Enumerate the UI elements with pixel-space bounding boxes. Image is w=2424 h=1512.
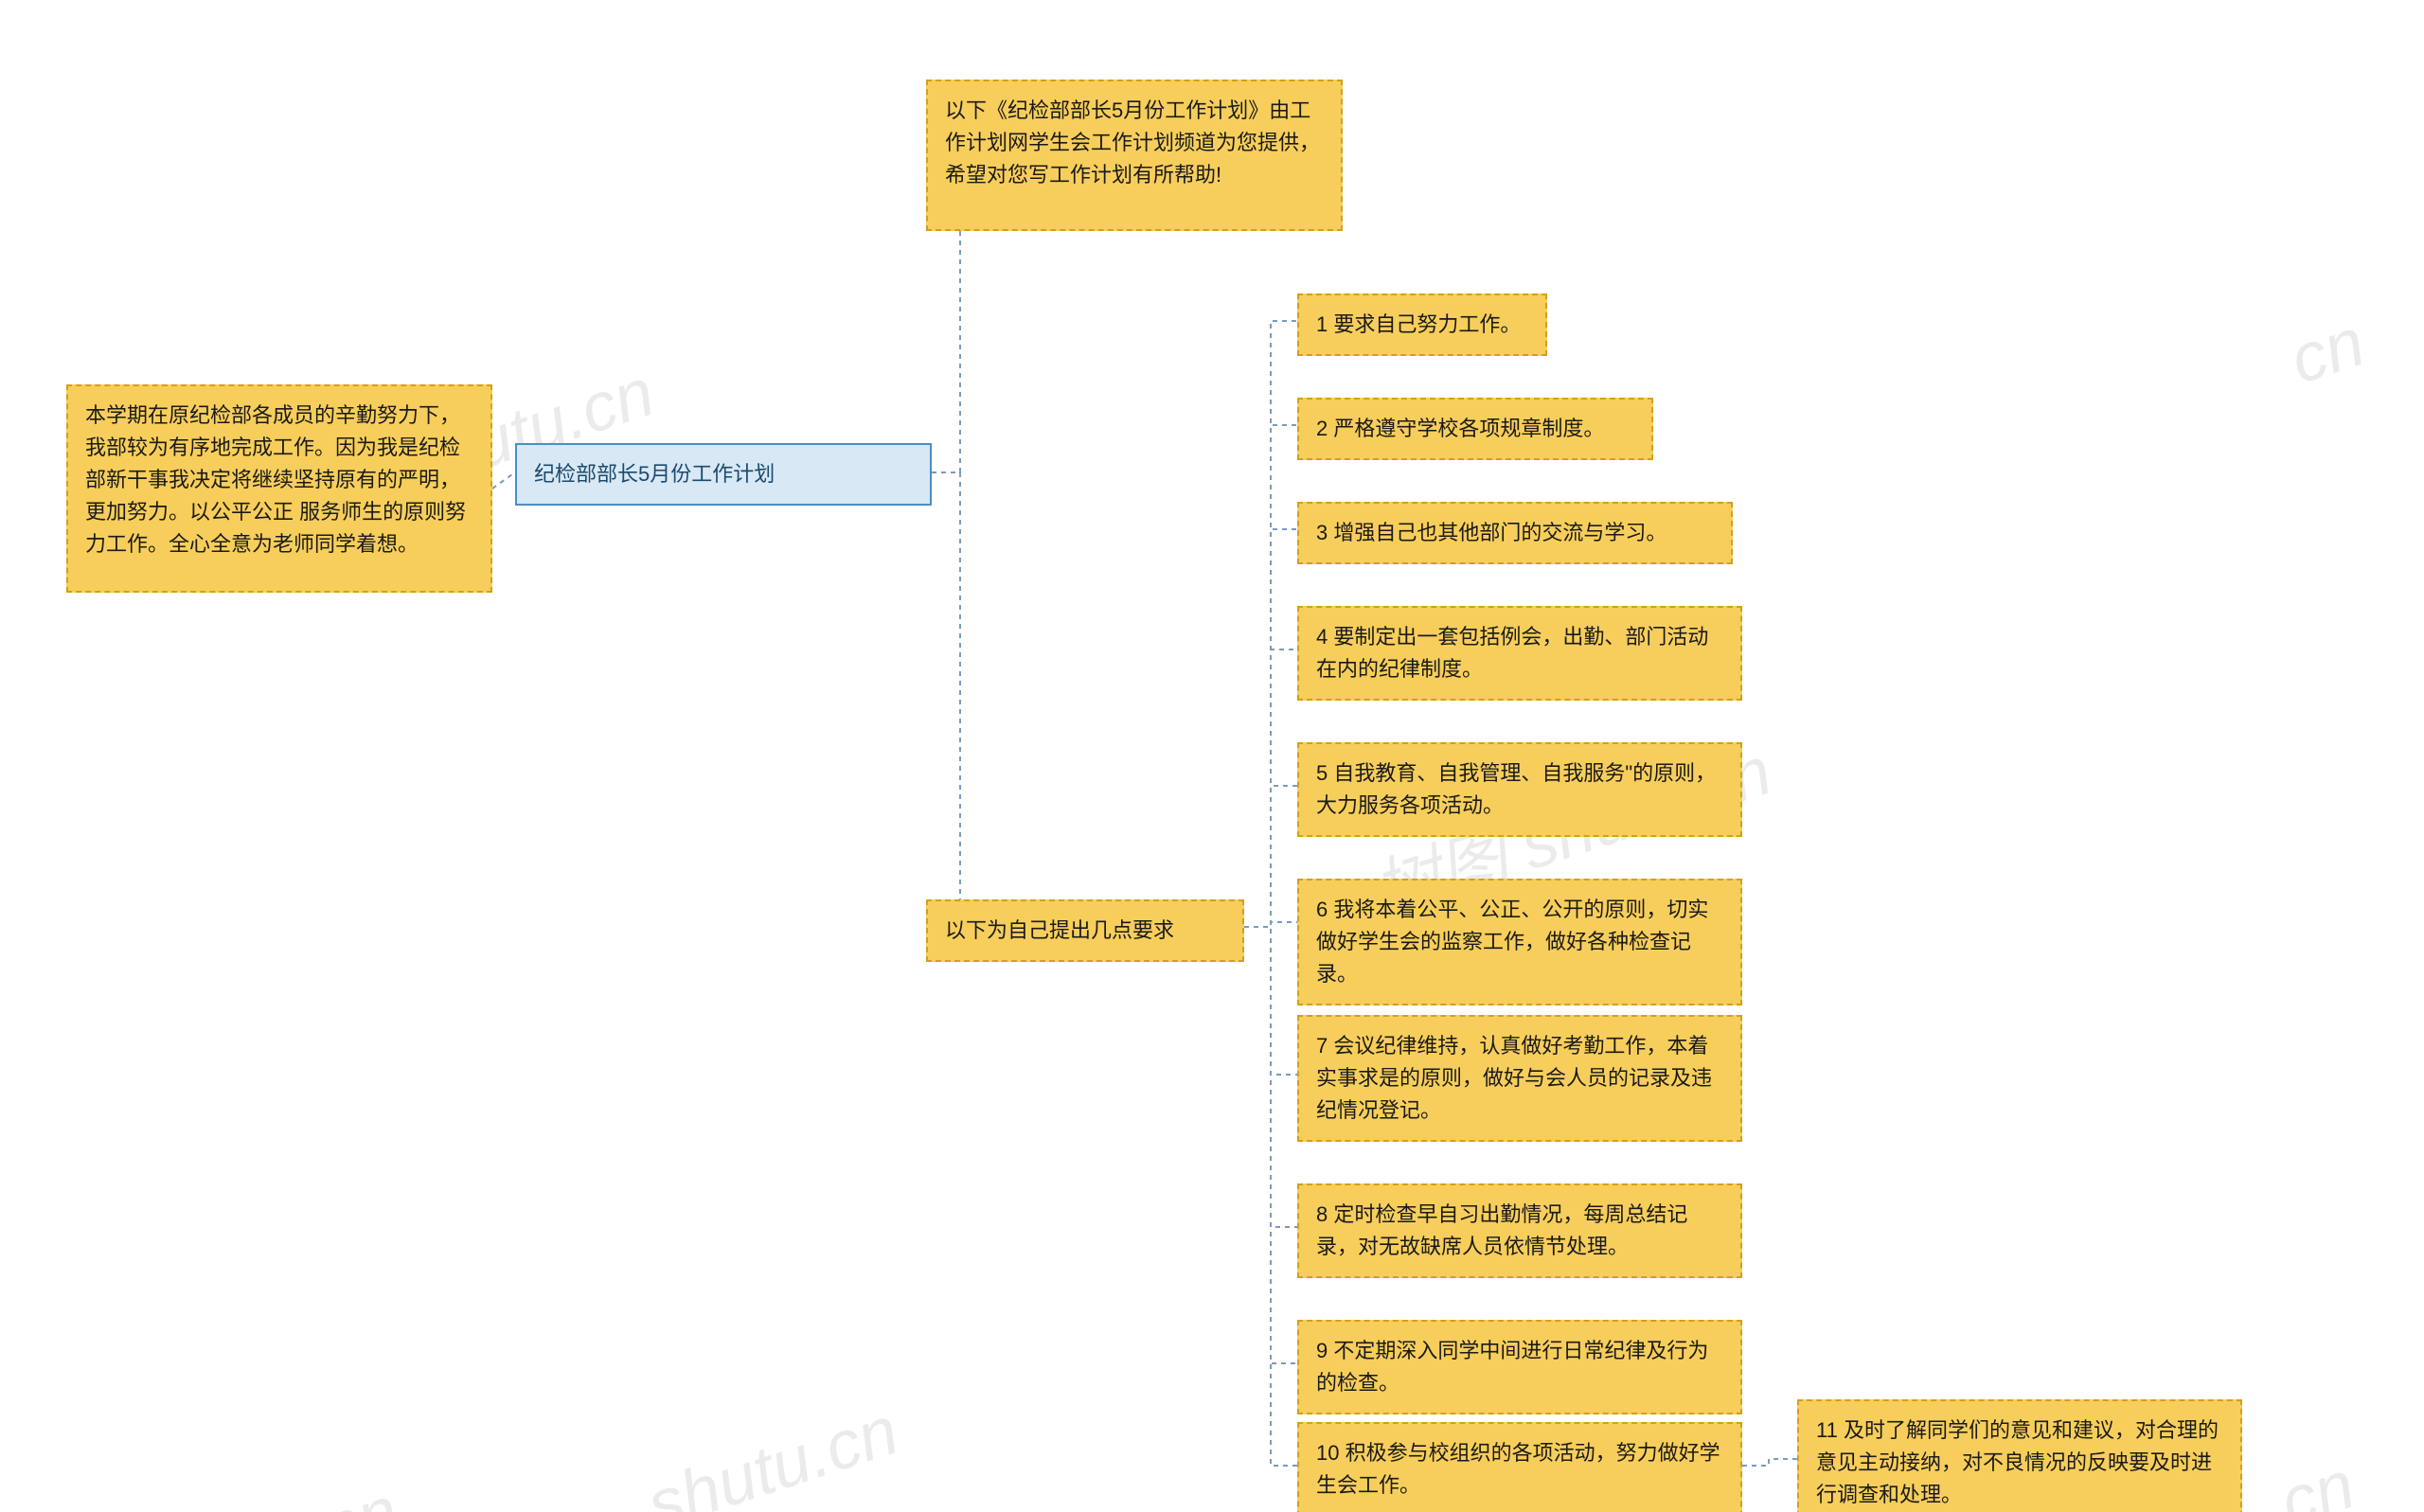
requirements-header: 以下为自己提出几点要求 bbox=[926, 899, 1244, 962]
requirement-item: 10 积极参与校组织的各项活动，努力做好学生会工作。 bbox=[1297, 1422, 1742, 1512]
watermark-text: shutu.cn bbox=[638, 1392, 907, 1512]
watermark-text: .cn bbox=[2254, 1446, 2364, 1512]
left-context-note: 本学期在原纪检部各成员的辛勤努力下，我部较为有序地完成工作。因为我是纪检部新干事… bbox=[66, 384, 492, 593]
requirement-item: 6 我将本着公平、公正、公开的原则，切实做好学生会的监察工作，做好各种检查记录。 bbox=[1297, 879, 1742, 1005]
requirement-item: 3 增强自己也其他部门的交流与学习。 bbox=[1297, 502, 1733, 564]
requirement-item: 7 会议纪律维持，认真做好考勤工作，本着实事求是的原则，做好与会人员的记录及违纪… bbox=[1297, 1015, 1742, 1142]
watermark-text: 图 shutu.cn bbox=[50, 1454, 409, 1512]
requirement-item: 1 要求自己努力工作。 bbox=[1297, 294, 1547, 356]
requirement-item: 8 定时检查早自习出勤情况，每周总结记录，对无故缺席人员依情节处理。 bbox=[1297, 1183, 1742, 1278]
watermark-text: cn bbox=[2281, 303, 2374, 399]
intro-node: 以下《纪检部部长5月份工作计划》由工作计划网学生会工作计划频道为您提供，希望对您… bbox=[926, 80, 1343, 231]
requirement-item: 9 不定期深入同学中间进行日常纪律及行为的检查。 bbox=[1297, 1320, 1742, 1414]
requirement-item: 4 要制定出一套包括例会，出勤、部门活动在内的纪律制度。 bbox=[1297, 606, 1742, 701]
requirement-item: 2 严格遵守学校各项规章制度。 bbox=[1297, 398, 1653, 460]
root-node: 纪检部部长5月份工作计划 bbox=[515, 443, 932, 506]
requirement-item: 5 自我教育、自我管理、自我服务"的原则，大力服务各项活动。 bbox=[1297, 742, 1742, 837]
requirement-item-child: 11 及时了解同学们的意见和建议，对合理的意见主动接纳，对不良情况的反映要及时进… bbox=[1797, 1399, 2242, 1512]
